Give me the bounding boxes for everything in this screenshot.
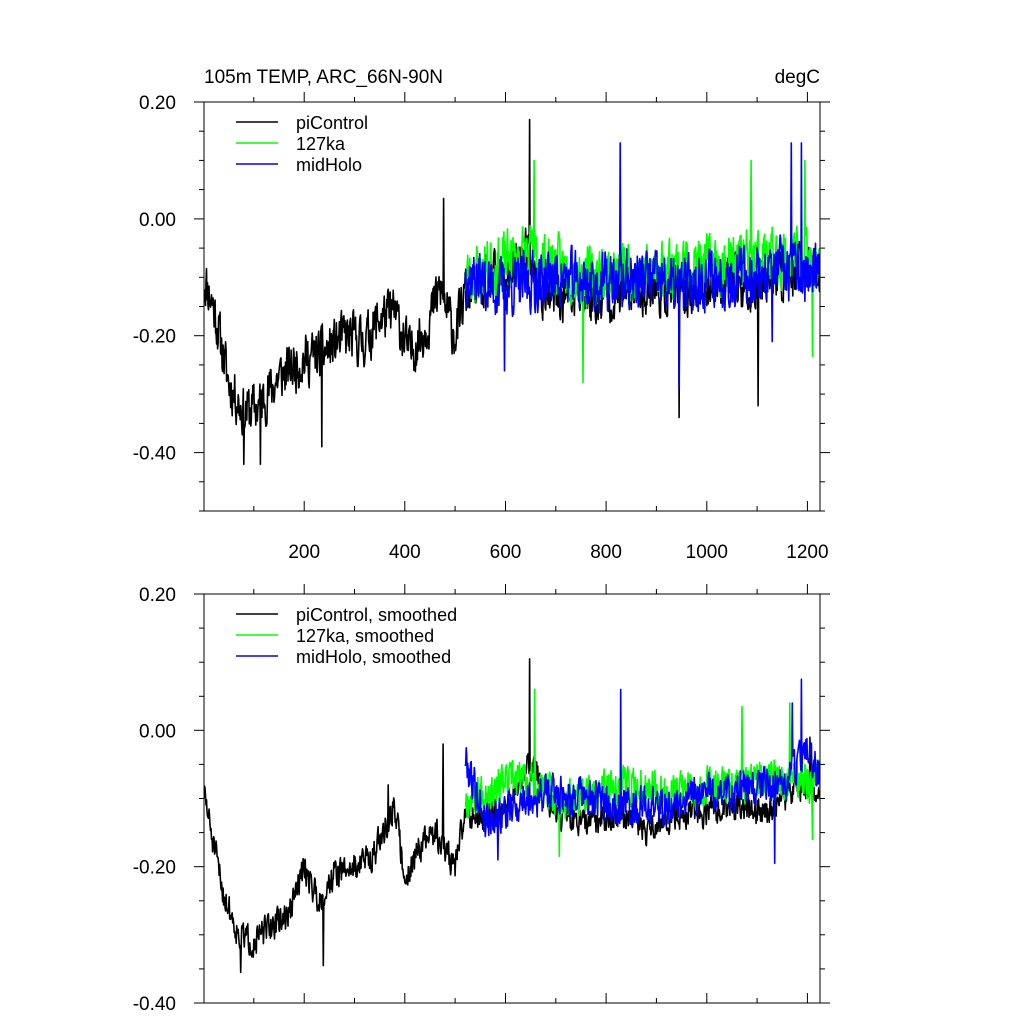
chart-title: 105m TEMP, ARC_66N-90N xyxy=(204,67,443,88)
y-axis-labels: 0.20 0.00 -0.20 -0.40 xyxy=(133,585,176,1015)
x-tick-label: 800 xyxy=(590,542,622,563)
y-tick-label: -0.20 xyxy=(133,327,176,348)
x-axis-labels: 200 400 600 800 1000 1200 xyxy=(288,542,828,563)
axis-ticks xyxy=(194,92,830,512)
plot-frame xyxy=(203,593,821,1004)
plot-frame xyxy=(203,101,821,512)
x-tick-label: 1200 xyxy=(786,542,828,563)
panel-raw: 105m TEMP, ARC_66N-90N degC 0.20 0.00 -0.2… xyxy=(133,67,830,563)
series-line-3 xyxy=(464,678,820,865)
y-axis-labels: 0.20 0.00 -0.20 -0.40 xyxy=(133,93,176,465)
axis-ticks xyxy=(194,584,830,1004)
x-tick-label: 400 xyxy=(389,542,421,563)
series-line-1 xyxy=(204,657,820,974)
legend-label: midHolo xyxy=(296,155,362,175)
y-tick-label: 0.00 xyxy=(139,721,176,742)
x-tick-label: 200 xyxy=(288,542,320,563)
legend-label: piControl, smoothed xyxy=(296,605,457,625)
panel-smoothed: 0.20 0.00 -0.20 -0.40 piControl, smoothed12… xyxy=(133,584,830,1015)
units-label: degC xyxy=(775,67,820,88)
y-tick-label: 0.20 xyxy=(139,93,176,114)
legend-label: midHolo, smoothed xyxy=(296,647,451,667)
series-group xyxy=(204,657,820,974)
y-tick-label: 0.20 xyxy=(139,585,176,606)
legend-label: piControl xyxy=(296,113,368,133)
x-tick-label: 1000 xyxy=(686,542,728,563)
legend-label: 127ka xyxy=(296,134,346,154)
x-tick-label: 600 xyxy=(490,542,522,563)
y-tick-label: -0.20 xyxy=(133,858,176,879)
y-tick-label: -0.40 xyxy=(133,994,176,1015)
y-tick-label: -0.40 xyxy=(133,444,176,465)
series-group xyxy=(204,118,820,466)
y-tick-label: 0.00 xyxy=(139,210,176,231)
legend-label: 127ka, smoothed xyxy=(296,626,434,646)
series-line-3 xyxy=(464,142,820,390)
